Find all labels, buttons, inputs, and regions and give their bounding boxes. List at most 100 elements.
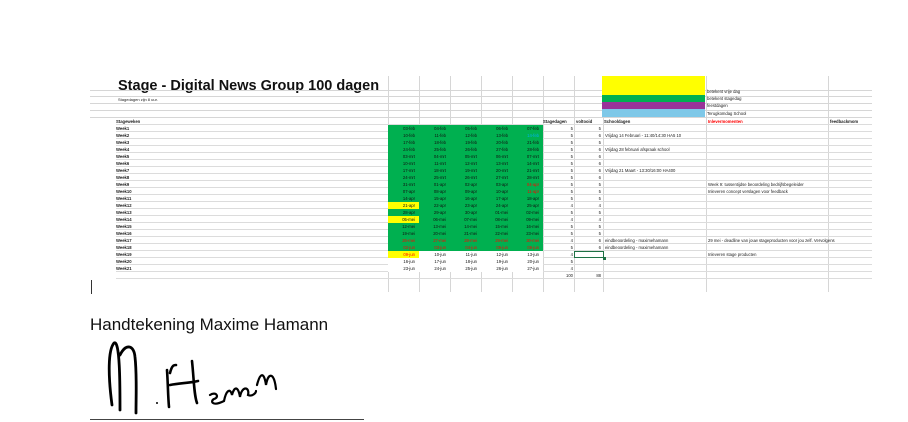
date-cell[interactable]: 10-apr xyxy=(481,188,512,195)
date-cell[interactable]: 04-apr xyxy=(512,181,543,188)
date-cell[interactable]: 27-mei xyxy=(419,237,450,244)
date-cell[interactable]: 28-feb xyxy=(512,146,543,153)
schooldagen-cell[interactable]: Vrijdag 21 Maart - 13:30/16:00 HA400 xyxy=(605,168,676,173)
voltooid-cell[interactable]: 6 xyxy=(598,175,601,180)
stagedagen-cell[interactable]: 5 xyxy=(570,210,573,215)
inleveren-cell[interactable] xyxy=(708,167,872,174)
inleveren-cell[interactable] xyxy=(708,139,872,146)
inleveren-cell[interactable] xyxy=(708,132,872,139)
stagedagen-cell[interactable]: 5 xyxy=(570,245,573,250)
stagedagen-cell[interactable]: 5 xyxy=(570,175,573,180)
stagedagen-cell[interactable]: 4 xyxy=(570,238,573,243)
inleveren-cell[interactable] xyxy=(708,223,872,230)
date-cell[interactable]: 25-apr xyxy=(512,202,543,209)
date-cell[interactable]: 14-apr xyxy=(388,195,419,202)
date-cell[interactable]: 06-mei xyxy=(419,216,450,223)
inleveren-cell[interactable] xyxy=(708,216,872,223)
date-cell[interactable]: 17-mrt xyxy=(388,167,419,174)
inleveren-cell[interactable] xyxy=(708,146,872,153)
stagedagen-cell[interactable]: 5 xyxy=(570,182,573,187)
inleveren-cell[interactable] xyxy=(708,202,872,209)
date-cell[interactable]: 30-mei xyxy=(512,237,543,244)
voltooid-cell[interactable]: 6 xyxy=(598,133,601,138)
inleveren-cell[interactable]: 29 mei - deadline van jouw stageproducte… xyxy=(708,238,835,243)
date-cell[interactable]: 26-feb xyxy=(450,146,481,153)
inleveren-cell[interactable] xyxy=(708,174,872,181)
date-cell[interactable]: 07-feb xyxy=(512,125,543,132)
voltooid-cell[interactable]: 5 xyxy=(598,189,601,194)
date-cell[interactable]: 11-mrt xyxy=(419,160,450,167)
date-cell[interactable]: 18-mrt xyxy=(419,167,450,174)
date-cell[interactable]: 10-mrt xyxy=(388,160,419,167)
date-cell[interactable]: 14-feb xyxy=(512,132,543,139)
date-cell[interactable]: 12-mrt xyxy=(450,160,481,167)
inleveren-cell[interactable] xyxy=(708,265,872,272)
date-cell[interactable]: 20-mrt xyxy=(481,167,512,174)
date-cell[interactable]: 21-feb xyxy=(512,139,543,146)
date-cell[interactable]: 16-apr xyxy=(450,195,481,202)
date-cell[interactable]: 05-mrt xyxy=(450,153,481,160)
date-cell[interactable]: 13-mei xyxy=(419,223,450,230)
schooldagen-cell[interactable] xyxy=(605,216,705,223)
date-cell[interactable]: 26-mrt xyxy=(450,174,481,181)
date-cell[interactable]: 12-mei xyxy=(388,223,419,230)
date-cell[interactable]: 21-mei xyxy=(450,230,481,237)
stagedagen-cell[interactable]: 5 xyxy=(570,189,573,194)
date-cell[interactable]: 23-apr xyxy=(450,202,481,209)
date-cell[interactable]: 04-jun xyxy=(450,244,481,251)
date-cell[interactable]: 08-mei xyxy=(481,216,512,223)
date-cell[interactable]: 07-mrt xyxy=(512,153,543,160)
date-cell[interactable]: 12-jun xyxy=(481,251,512,258)
inleveren-cell[interactable]: Inleveren concept verslagen voor feedbac… xyxy=(708,189,788,194)
voltooid-cell[interactable]: 4 xyxy=(598,217,601,222)
voltooid-cell[interactable]: 5 xyxy=(598,140,601,145)
inleveren-cell[interactable]: Inleveren stage producten xyxy=(708,252,757,257)
date-cell[interactable]: 28-mei xyxy=(450,237,481,244)
date-cell[interactable]: 16-jun xyxy=(388,258,419,265)
schooldagen-cell[interactable] xyxy=(605,174,705,181)
stagedagen-cell[interactable]: 5 xyxy=(570,224,573,229)
inleveren-cell[interactable] xyxy=(708,230,872,237)
voltooid-cell[interactable]: 6 xyxy=(598,154,601,159)
schooldagen-cell[interactable] xyxy=(605,195,705,202)
schooldagen-cell[interactable] xyxy=(605,153,705,160)
date-cell[interactable]: 05-jun xyxy=(481,244,512,251)
date-cell[interactable]: 26-jun xyxy=(481,265,512,272)
date-cell[interactable]: 09-jun xyxy=(388,251,419,258)
date-cell[interactable]: 17-jun xyxy=(419,258,450,265)
voltooid-cell[interactable]: 6 xyxy=(598,147,601,152)
date-cell[interactable]: 26-mei xyxy=(388,237,419,244)
date-cell[interactable]: 27-feb xyxy=(481,146,512,153)
schooldagen-cell[interactable] xyxy=(605,202,705,209)
date-cell[interactable]: 06-jun xyxy=(512,244,543,251)
date-cell[interactable]: 24-jun xyxy=(419,265,450,272)
date-cell[interactable]: 17-feb xyxy=(388,139,419,146)
stagedagen-cell[interactable]: 5 xyxy=(570,259,573,264)
date-cell[interactable]: 13-jun xyxy=(512,251,543,258)
date-cell[interactable]: 20-feb xyxy=(481,139,512,146)
date-cell[interactable]: 19-feb xyxy=(450,139,481,146)
inleveren-cell[interactable] xyxy=(708,160,872,167)
date-cell[interactable]: 29-apr xyxy=(419,209,450,216)
date-cell[interactable]: 02-apr xyxy=(450,181,481,188)
voltooid-cell[interactable]: 5 xyxy=(598,231,601,236)
date-cell[interactable]: 27-jun xyxy=(512,265,543,272)
date-cell[interactable]: 23-mei xyxy=(512,230,543,237)
date-cell[interactable]: 23-jun xyxy=(388,265,419,272)
date-cell[interactable]: 06-feb xyxy=(481,125,512,132)
date-cell[interactable]: 10-feb xyxy=(388,132,419,139)
schooldagen-cell[interactable] xyxy=(605,258,705,265)
date-cell[interactable]: 25-feb xyxy=(419,146,450,153)
stagedagen-cell[interactable]: 5 xyxy=(570,140,573,145)
date-cell[interactable]: 30-apr xyxy=(450,209,481,216)
date-cell[interactable]: 22-mei xyxy=(481,230,512,237)
schooldagen-cell[interactable] xyxy=(605,230,705,237)
date-cell[interactable]: 03-feb xyxy=(388,125,419,132)
date-cell[interactable]: 11-feb xyxy=(419,132,450,139)
date-cell[interactable]: 28-mrt xyxy=(512,174,543,181)
schooldagen-cell[interactable]: Vrijdag 14 Februari - 11:40/14:30 HA5 10 xyxy=(605,133,682,138)
voltooid-cell[interactable]: 6 xyxy=(598,238,601,243)
schooldagen-cell[interactable] xyxy=(605,139,705,146)
date-cell[interactable]: 01-mei xyxy=(481,209,512,216)
voltooid-cell[interactable] xyxy=(574,265,601,272)
